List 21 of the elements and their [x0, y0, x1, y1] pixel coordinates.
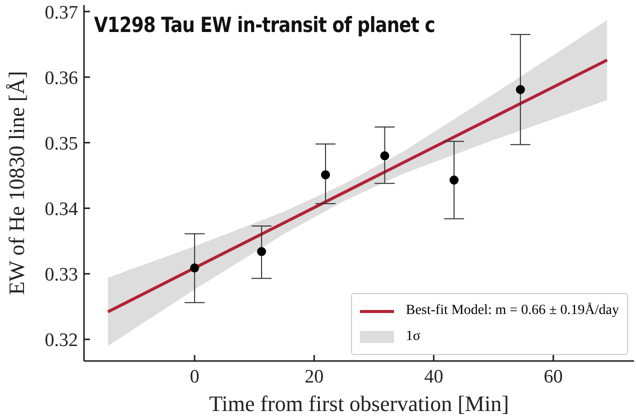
y-axis-title: EW of He 10830 line [Å]: [4, 71, 29, 295]
point: [190, 263, 200, 272]
y-tick-label: 0.34: [44, 198, 78, 220]
x-axis-title: Time from first observation [Min]: [209, 391, 509, 416]
point: [450, 176, 459, 185]
y-tick-label: 0.36: [44, 68, 78, 89]
point: [380, 151, 390, 160]
y-tick-label: 0.37: [44, 2, 78, 24]
chart-title: V1298 Tau EW in-transit of planet c: [94, 13, 435, 37]
annotation: 1σ: [406, 329, 420, 345]
y-tick-label: 0.32: [44, 330, 78, 352]
x-tick-label: 0: [190, 366, 200, 388]
x-tick-label: 60: [544, 366, 563, 388]
x-tick-label: 20: [304, 366, 324, 388]
point: [516, 85, 525, 94]
y-tick-label: 0.33: [44, 264, 78, 286]
legend-label: Best-fit Model: m = 0.66 ± 0.19Å/day: [406, 303, 619, 319]
point: [257, 247, 266, 256]
point: [321, 170, 330, 180]
x-tick-label: 40: [424, 366, 444, 388]
y-tick-label: 0.35: [44, 133, 78, 154]
